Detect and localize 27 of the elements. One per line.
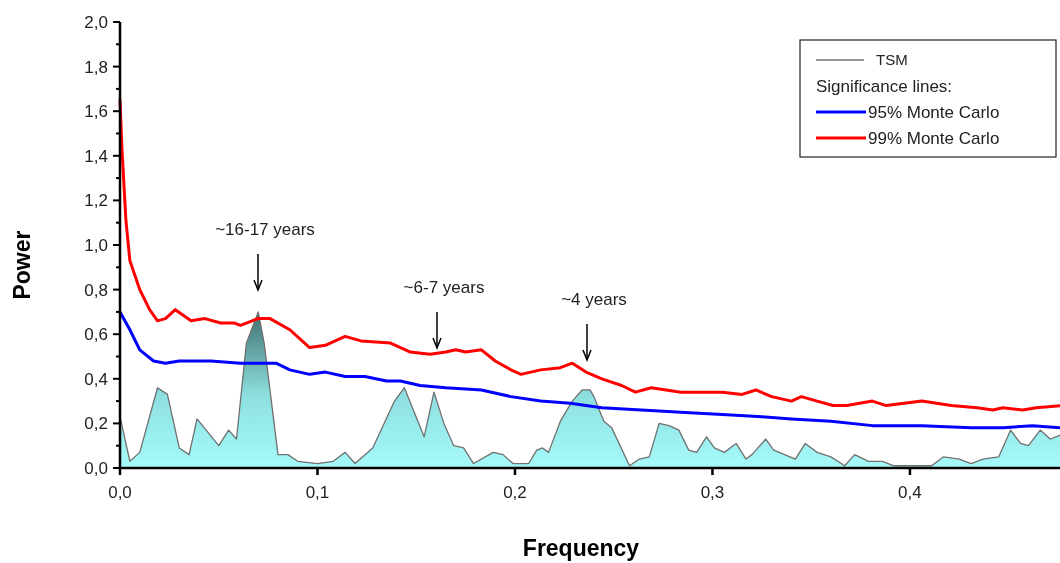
y-axis-title: Power [9, 230, 35, 300]
y-tick-label: 1,6 [84, 102, 108, 122]
y-tick-label: 0,6 [84, 325, 108, 345]
y-tick-label: 1,0 [84, 235, 108, 255]
legend-label: 95% Monte Carlo [868, 102, 1000, 122]
y-tick-label: 2,0 [84, 12, 108, 32]
y-tick-label: 0,0 [84, 458, 108, 478]
y-tick-label: 1,8 [84, 57, 108, 77]
legend-label: 99% Monte Carlo [868, 128, 1000, 148]
x-tick-label: 0,4 [898, 483, 922, 502]
annotation: ~16-17 years [215, 220, 315, 239]
legend-title: Significance lines: [816, 76, 953, 96]
x-tick-label: 0,3 [700, 483, 725, 502]
x-axis-title: Frequency [522, 535, 640, 561]
y-tick-label: 1,2 [84, 191, 108, 211]
y-tick-label: 0,8 [84, 280, 108, 300]
x-tick-label: 0,0 [108, 483, 132, 502]
x-tick-label: 0,1 [305, 483, 330, 502]
y-tick-label: 1,4 [84, 146, 108, 166]
x-tick-label: 0,2 [503, 483, 527, 502]
annotation: ~4 years [561, 290, 627, 309]
y-tick-label: 0,2 [84, 414, 108, 434]
line-series [118, 98, 1060, 412]
legend-label: TSM [876, 51, 908, 69]
y-tick-label: 0,4 [84, 369, 108, 389]
annotation: ~6-7 years [403, 278, 485, 297]
line-series [118, 310, 1060, 430]
